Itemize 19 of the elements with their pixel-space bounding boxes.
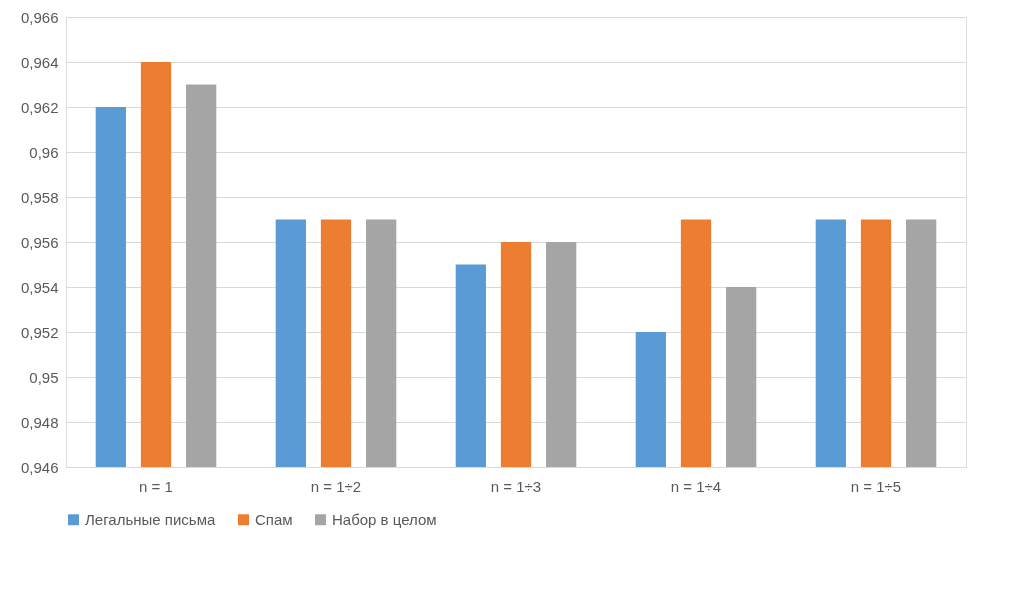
legend-label: Спам [255,510,293,528]
x-tick-label: n = 1÷4 [670,477,722,495]
y-tick-label: 0,96 [29,143,59,161]
y-tick-label: 0,962 [20,98,59,116]
y-tick-label: 0,964 [20,53,59,71]
y-tick-label: 0,966 [20,8,59,26]
y-tick-label: 0,95 [29,368,59,386]
legend-label: Легальные письма [85,510,216,528]
x-tick-label: n = 1 [139,477,173,495]
y-tick-label: 0,948 [20,413,59,431]
legend-label: Набор в целом [332,510,437,528]
y-tick-label: 0,958 [20,188,59,206]
y-tick-label: 0,954 [20,278,59,296]
y-tick-label: 0,952 [20,323,59,341]
x-tick-label: n = 1÷3 [490,477,542,495]
x-tick-label: n = 1÷5 [850,477,902,495]
y-tick-label: 0,956 [20,233,59,251]
y-tick-label: 0,946 [20,458,59,476]
x-tick-label: n = 1÷2 [310,477,362,495]
